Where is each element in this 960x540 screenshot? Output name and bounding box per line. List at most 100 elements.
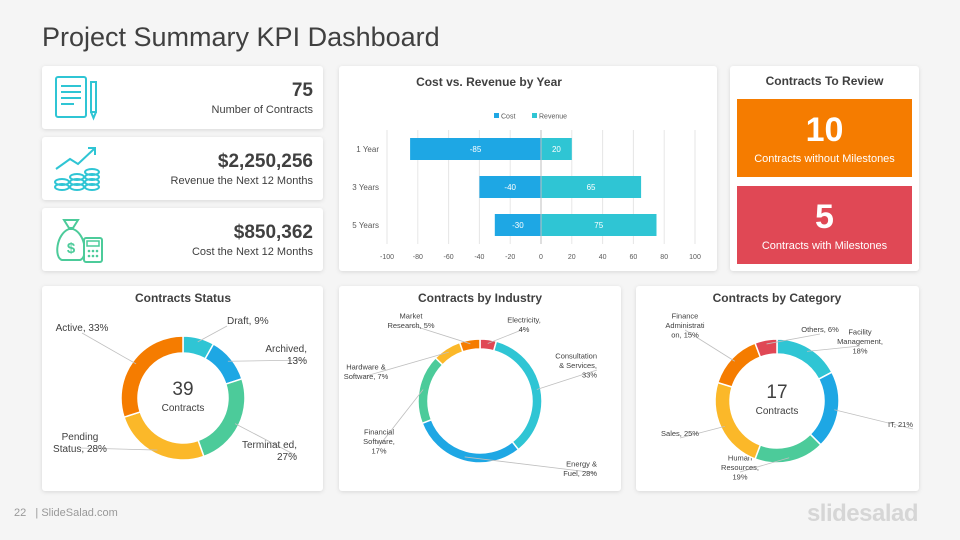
panel-title: Contracts To Review <box>765 74 884 88</box>
bar-revenue <box>541 176 642 198</box>
y-tick-label: 1 Year <box>356 145 379 154</box>
leader-line <box>464 456 598 474</box>
leader-line <box>684 329 735 362</box>
slice-label: Human Resources, 19% <box>721 454 759 482</box>
leader-line <box>79 447 158 451</box>
slice-label: IT, 21% <box>888 420 913 429</box>
slice-label: Financial Software, 17% <box>363 428 395 456</box>
slice-label: Market Research, 5% <box>387 311 434 330</box>
slice-label: Others, 6% <box>801 325 839 334</box>
x-tick-label: 20 <box>568 254 576 261</box>
donut-slice <box>204 342 243 386</box>
slice-label: Electricity, 4% <box>507 315 541 334</box>
x-tick-label: 0 <box>539 254 543 261</box>
x-tick-label: -60 <box>444 254 454 261</box>
bar-revenue <box>541 214 657 236</box>
donut-slice <box>434 341 464 366</box>
donut-slice <box>492 340 543 451</box>
legend-swatch <box>532 113 537 118</box>
slice-label: Energy & Fuel, 28% <box>563 459 597 478</box>
leader-line <box>806 345 861 352</box>
slice-label: Pending Status, 28% <box>53 432 107 455</box>
donut-slice <box>776 338 833 381</box>
tile-value: 10 <box>805 111 844 149</box>
chart-title: Cost vs. Revenue by Year <box>416 75 562 89</box>
bar-data-label: 20 <box>552 145 561 154</box>
donut-center-label: Contracts <box>162 403 205 414</box>
bar-data-label: -40 <box>504 183 516 192</box>
svg-text:$: $ <box>67 240 76 257</box>
legend-swatch <box>494 113 499 118</box>
leader-line <box>536 369 598 390</box>
slice-label: Sales, 25% <box>661 429 699 438</box>
donut-slice <box>197 377 246 458</box>
site-link: | SlideSalad.com <box>35 507 118 519</box>
donut-center-label: Contracts <box>756 406 799 417</box>
x-tick-label: 80 <box>660 254 668 261</box>
contracts-review-card: Contracts To Review 10 Contracts without… <box>730 66 919 271</box>
leader-line <box>679 426 725 439</box>
tile-value: 5 <box>815 198 834 236</box>
donut-center-value: 39 <box>172 379 193 400</box>
leader-line <box>378 389 424 447</box>
x-tick-label: 40 <box>599 254 607 261</box>
bar-data-label: -30 <box>512 221 524 230</box>
bar-data-label: 75 <box>594 221 603 230</box>
contracts-status-donut: Contracts Status Draft, 9% Archived, 13% Ter… <box>53 291 308 463</box>
slice-label: Consultation & Services, 33% <box>555 352 597 380</box>
leader-line <box>227 359 308 362</box>
donut-slice <box>754 433 822 464</box>
bar-revenue <box>541 138 572 160</box>
donut-slice <box>120 335 184 419</box>
x-tick-label: -20 <box>505 254 515 261</box>
donut-slice <box>716 342 762 388</box>
cost-revenue-bar-chart: Cost vs. Revenue by Year Cost Revenue -100 -… <box>352 75 701 261</box>
donut-slice <box>123 410 205 461</box>
x-tick-label: -80 <box>413 254 423 261</box>
footer: 22 | SlideSalad.com <box>14 507 118 519</box>
x-tick-label: -100 <box>380 254 394 261</box>
donut-slice <box>458 338 481 353</box>
slice-label: Active, 33% <box>56 323 109 334</box>
chart-title: Contracts by Category <box>713 291 842 305</box>
cost-revenue-chart-card: Cost vs. Revenue by Year Cost Revenue -100 -… <box>339 66 717 271</box>
y-tick-label: 5 Years <box>352 221 379 230</box>
kpi-label: Cost the Next 12 Months <box>191 246 313 258</box>
bar-data-label: 65 <box>587 183 596 192</box>
slice-label: Terminat ed, 27% <box>242 440 297 463</box>
donut-slice <box>421 418 520 464</box>
leader-line <box>410 324 471 345</box>
kpi-label: Number of Contracts <box>211 104 313 116</box>
leader-line <box>834 409 914 430</box>
brand-logo: slidesalad <box>806 500 919 527</box>
bar-cost <box>410 138 541 160</box>
contracts-category-donut: Contracts by Category Facility Management,… <box>661 291 914 482</box>
slice-label: Archived, 13% <box>265 344 307 367</box>
bar-cost <box>494 214 541 236</box>
x-tick-label: 60 <box>630 254 638 261</box>
kpi-card-cost: $ $850,362 Cost the Next 12 Months <box>42 208 323 271</box>
slice-label: Finance Administrati on, 15% <box>665 312 705 340</box>
donut-center-value: 17 <box>766 382 787 403</box>
contract-icon <box>55 76 97 121</box>
donut-slice <box>754 338 778 359</box>
contracts-industry-card: Contracts by Industry Electricity, 4% Consu… <box>339 286 621 491</box>
page-number: 22 <box>14 507 27 519</box>
revenue-growth-icon <box>54 147 100 191</box>
legend-label: Revenue <box>539 114 567 121</box>
donut-slice <box>809 371 840 446</box>
x-tick-label: 100 <box>689 254 701 261</box>
leader-line <box>234 423 298 457</box>
review-tile-without-milestones: 10 Contracts without Milestones <box>737 99 912 177</box>
kpi-card-contracts: 75 Number of Contracts <box>42 66 323 129</box>
kpi-label: Revenue the Next 12 Months <box>170 175 313 187</box>
chart-title: Contracts by Industry <box>418 291 542 305</box>
bar-data-label: -85 <box>470 145 482 154</box>
leader-line <box>197 325 228 343</box>
leader-line <box>766 333 821 345</box>
leader-line <box>81 332 137 365</box>
tile-label: Contracts without Milestones <box>754 153 895 165</box>
chart-title: Contracts Status <box>135 291 231 305</box>
donut-slice <box>714 381 762 460</box>
review-tile-with-milestones: 5 Contracts with Milestones <box>737 186 912 264</box>
